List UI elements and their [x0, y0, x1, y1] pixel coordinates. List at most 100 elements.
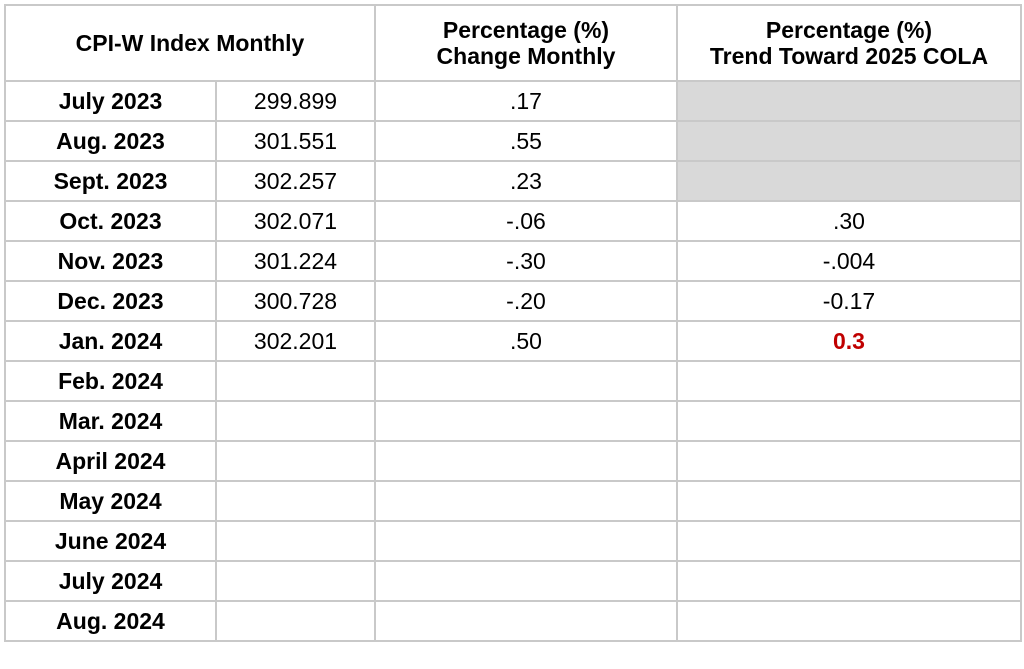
- monthly-change-cell-text: -.30: [506, 248, 546, 274]
- monthly-change-cell: .55: [374, 120, 678, 162]
- header-trend-line2: Trend Toward 2025 COLA: [709, 43, 989, 69]
- table-row: Oct. 2023 302.071 -.06 .30: [4, 200, 1022, 242]
- index-value-cell-text: 301.551: [253, 128, 338, 154]
- header-trend-cola: Percentage (%) Trend Toward 2025 COLA: [676, 4, 1022, 82]
- cola-trend-cell: [676, 360, 1022, 402]
- month-cell: Feb. 2024: [4, 360, 217, 402]
- index-value-cell-text: 302.201: [253, 328, 338, 354]
- monthly-change-cell: -.20: [374, 280, 678, 322]
- month-cell: Dec. 2023: [4, 280, 217, 322]
- index-value-cell: [215, 600, 376, 642]
- cola-trend-cell: [676, 520, 1022, 562]
- index-value-cell: [215, 480, 376, 522]
- month-cell-text: Sept. 2023: [53, 168, 168, 194]
- header-change-line2: Change Monthly: [436, 43, 616, 69]
- month-cell: Nov. 2023: [4, 240, 217, 282]
- cola-trend-cell: [676, 600, 1022, 642]
- month-cell: Sept. 2023: [4, 160, 217, 202]
- table-row: Sept. 2023 302.257 .23: [4, 160, 1022, 202]
- index-value-cell-text: 302.071: [253, 208, 338, 234]
- cola-trend-cell: .30: [676, 200, 1022, 242]
- cola-trend-cell: -.004: [676, 240, 1022, 282]
- month-cell: July 2023: [4, 80, 217, 122]
- table-row: Aug. 2023 301.551 .55: [4, 120, 1022, 162]
- cola-trend-cell: [676, 160, 1022, 202]
- cola-trend-cell: 0.3: [676, 320, 1022, 362]
- index-value-cell: 301.551: [215, 120, 376, 162]
- index-value-cell: [215, 520, 376, 562]
- month-cell-text: July 2024: [58, 568, 163, 594]
- monthly-change-cell: [374, 440, 678, 482]
- month-cell: Aug. 2023: [4, 120, 217, 162]
- cola-trend-cell: -0.17: [676, 280, 1022, 322]
- cola-trend-cell-text: 0.3: [833, 328, 865, 354]
- index-value-cell: [215, 440, 376, 482]
- month-cell: Oct. 2023: [4, 200, 217, 242]
- month-cell-text: April 2024: [55, 448, 166, 474]
- index-value-cell: 302.257: [215, 160, 376, 202]
- cola-trend-cell-text: .30: [833, 208, 865, 234]
- index-value-cell-text: 302.257: [253, 168, 338, 194]
- cola-trend-cell: [676, 480, 1022, 522]
- month-cell-text: Dec. 2023: [57, 288, 164, 314]
- index-value-cell: 300.728: [215, 280, 376, 322]
- month-cell-text: Nov. 2023: [57, 248, 164, 274]
- index-value-cell: 299.899: [215, 80, 376, 122]
- month-cell-text: Aug. 2023: [56, 128, 165, 154]
- monthly-change-cell: -.06: [374, 200, 678, 242]
- month-cell-text: Feb. 2024: [58, 368, 163, 394]
- month-cell-text: July 2023: [58, 88, 163, 114]
- month-cell-text: Oct. 2023: [59, 208, 162, 234]
- table-row: June 2024: [4, 520, 1022, 562]
- table-header: CPI-W Index Monthly Percentage (%) Chang…: [4, 4, 1022, 82]
- monthly-change-cell: -.30: [374, 240, 678, 282]
- monthly-change-cell-text: -.06: [506, 208, 546, 234]
- monthly-change-cell-text: .50: [510, 328, 542, 354]
- monthly-change-cell-text: -.20: [506, 288, 546, 314]
- monthly-change-cell: [374, 560, 678, 602]
- header-cpi-w-index: CPI-W Index Monthly: [4, 4, 376, 82]
- table-row: April 2024: [4, 440, 1022, 482]
- monthly-change-cell-text: .23: [510, 168, 542, 194]
- month-cell-text: May 2024: [59, 488, 162, 514]
- index-value-cell: 302.201: [215, 320, 376, 362]
- cola-trend-cell-text: -.004: [822, 248, 876, 274]
- table-row: Jan. 2024 302.201 .50 0.3: [4, 320, 1022, 362]
- month-cell: July 2024: [4, 560, 217, 602]
- cola-trend-cell: [676, 400, 1022, 442]
- table-row: Mar. 2024: [4, 400, 1022, 442]
- cola-trend-cell-text: -0.17: [822, 288, 876, 314]
- month-cell: Jan. 2024: [4, 320, 217, 362]
- month-cell-text: June 2024: [54, 528, 167, 554]
- header-change-monthly: Percentage (%) Change Monthly: [374, 4, 678, 82]
- month-cell-text: Aug. 2024: [56, 608, 165, 634]
- month-cell: June 2024: [4, 520, 217, 562]
- monthly-change-cell: [374, 400, 678, 442]
- monthly-change-cell-text: .17: [510, 88, 542, 114]
- table-row: July 2024: [4, 560, 1022, 602]
- month-cell: May 2024: [4, 480, 217, 522]
- monthly-change-cell-text: .55: [510, 128, 542, 154]
- index-value-cell: 302.071: [215, 200, 376, 242]
- cola-trend-cell: [676, 120, 1022, 162]
- month-cell: Mar. 2024: [4, 400, 217, 442]
- header-row: CPI-W Index Monthly Percentage (%) Chang…: [4, 4, 1022, 82]
- month-cell-text: Jan. 2024: [58, 328, 163, 354]
- index-value-cell: 301.224: [215, 240, 376, 282]
- index-value-cell-text: 300.728: [253, 288, 338, 314]
- cpi-w-table: CPI-W Index Monthly Percentage (%) Chang…: [4, 4, 1022, 642]
- monthly-change-cell: .23: [374, 160, 678, 202]
- header-trend-line1: Percentage (%): [765, 17, 933, 43]
- monthly-change-cell: .50: [374, 320, 678, 362]
- index-value-cell-text: 299.899: [253, 88, 338, 114]
- cola-trend-cell: [676, 440, 1022, 482]
- index-value-cell: [215, 400, 376, 442]
- table-body: July 2023 299.899 .17 Aug. 2023 301.551 .55 Se…: [4, 80, 1022, 642]
- header-change-line1: Percentage (%): [442, 17, 610, 43]
- table-row: July 2023 299.899 .17: [4, 80, 1022, 122]
- table-row: Aug. 2024: [4, 600, 1022, 642]
- table-row: Dec. 2023 300.728 -.20 -0.17: [4, 280, 1022, 322]
- month-cell: April 2024: [4, 440, 217, 482]
- month-cell: Aug. 2024: [4, 600, 217, 642]
- monthly-change-cell: [374, 600, 678, 642]
